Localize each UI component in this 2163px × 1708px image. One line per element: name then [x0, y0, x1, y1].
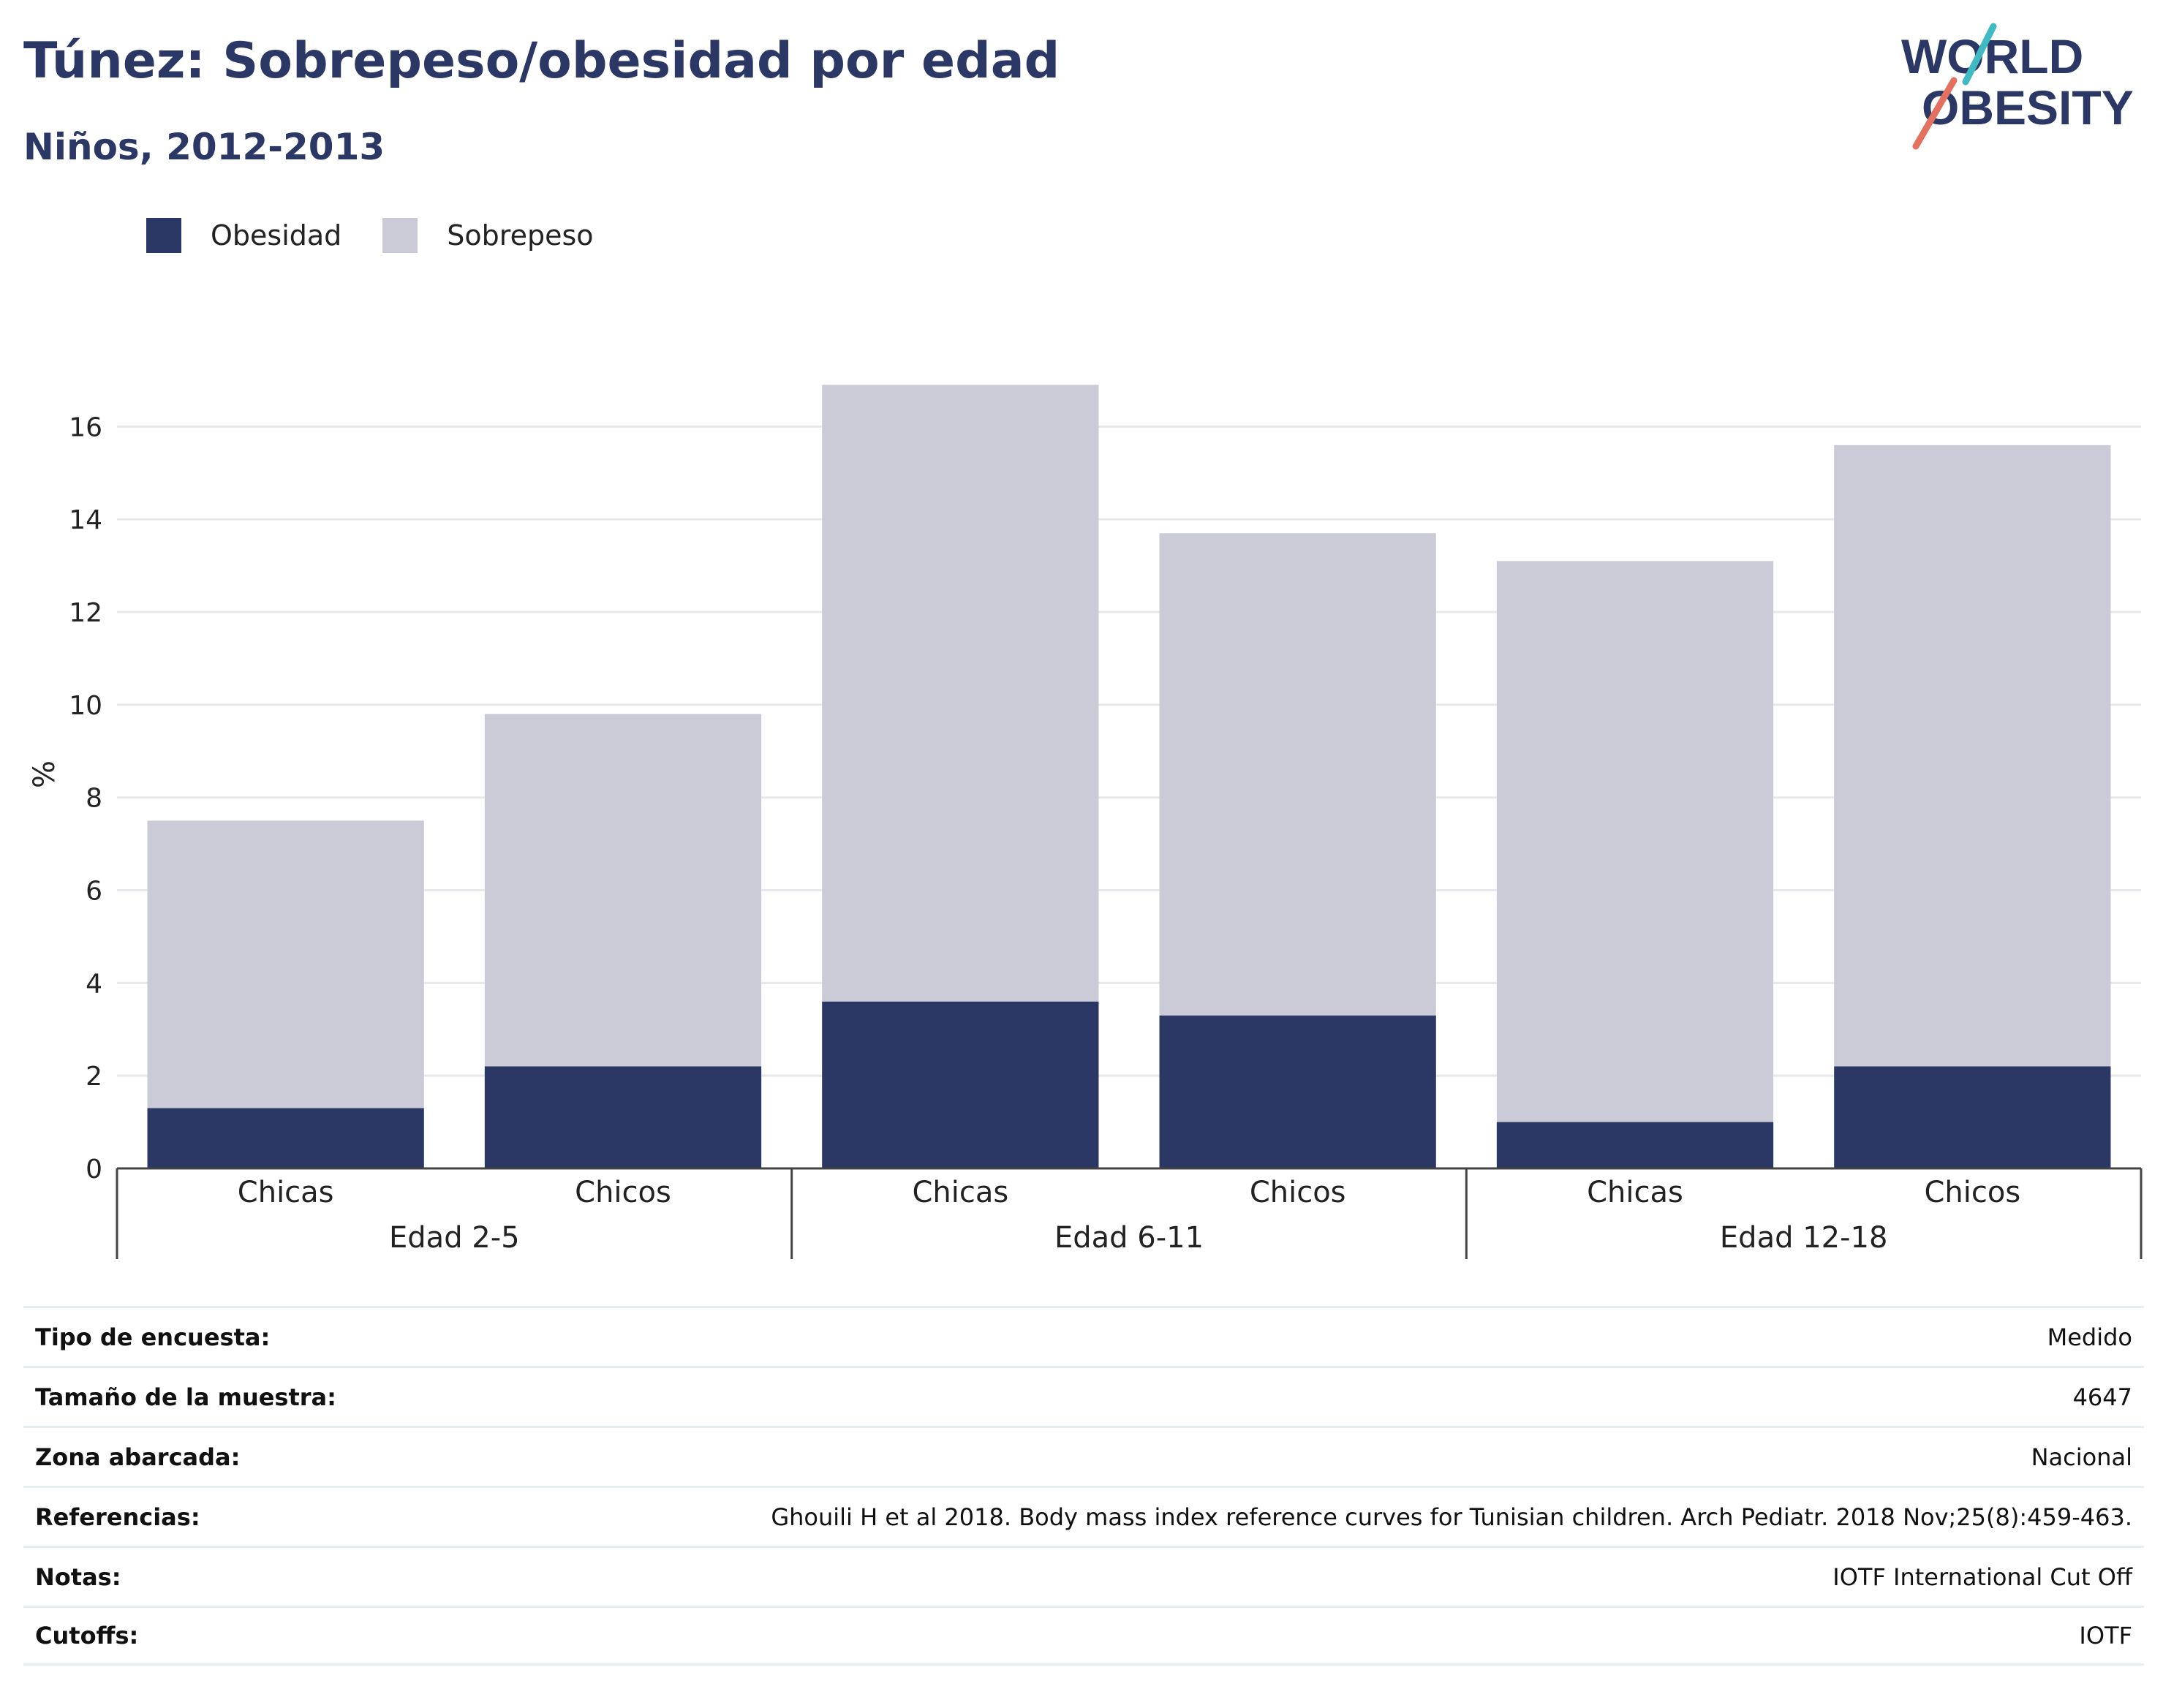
x-tick-label: Chicos [575, 1176, 671, 1209]
stacked-bar-chart: 0 2 4 6 8 10 12 14 16% Chicas Chicos Chicas Chicos Ch… [28, 385, 2143, 1259]
logo-teal-stroke [1962, 23, 1997, 86]
group-label: Edad 12-18 [1720, 1221, 1888, 1255]
chart-subtitle: Niños, 2012-2013 [23, 126, 385, 168]
bar-sobrepeso-0 [147, 820, 424, 1108]
bar-obesidad-5 [1834, 1066, 2111, 1168]
logo-world-text: WORLD [1901, 29, 2083, 83]
y-tick-label: 10 [69, 691, 102, 721]
info-value: Nacional [2031, 1443, 2132, 1471]
y-tick-label: 16 [69, 412, 102, 442]
info-row-notes: Notas: IOTF International Cut Off [23, 1546, 2144, 1606]
legend-swatch-obesidad [146, 218, 181, 253]
survey-info-table: Tipo de encuesta: Medido Tamaño de la mu… [23, 1306, 2144, 1666]
bar-sobrepeso-2 [822, 385, 1099, 1002]
legend-item-obesidad[interactable]: Obesidad [146, 218, 341, 253]
bar-obesidad-0 [147, 1108, 424, 1168]
info-row-sample-size: Tamaño de la muestra: 4647 [23, 1366, 2144, 1426]
y-tick-label: 14 [69, 505, 102, 535]
x-tick-label: Chicas [1587, 1176, 1683, 1209]
y-tick-label: 6 [86, 877, 102, 907]
y-tick-label: 12 [69, 598, 102, 628]
legend-item-sobrepeso[interactable]: Sobrepeso [382, 218, 594, 253]
y-axis-label: % [28, 760, 61, 788]
x-tick-label: Chicos [1924, 1176, 2020, 1209]
bar-obesidad-4 [1496, 1122, 1774, 1168]
legend-label-sobrepeso: Sobrepeso [447, 219, 594, 252]
legend-label-obesidad: Obesidad [211, 219, 342, 252]
bar-obesidad-2 [822, 1001, 1099, 1168]
info-label: Zona abarcada: [35, 1443, 241, 1471]
logo-obesity-text: OBESITY [1922, 80, 2134, 135]
logo-coral-stroke [1912, 77, 1958, 150]
y-tick-label: 8 [86, 784, 102, 814]
bar-sobrepeso-1 [484, 714, 762, 1067]
y-tick-label: 4 [86, 969, 102, 999]
x-tick-label: Chicas [238, 1176, 334, 1209]
y-tick-label: 0 [86, 1155, 102, 1184]
x-tick-label: Chicas [912, 1176, 1008, 1209]
info-value: 4647 [2072, 1383, 2132, 1411]
bar-sobrepeso-4 [1496, 561, 1774, 1122]
chart-legend: Obesidad Sobrepeso [146, 218, 635, 253]
info-label: Tipo de encuesta: [35, 1323, 271, 1351]
y-tick-label: 2 [86, 1062, 102, 1092]
bar-sobrepeso-5 [1834, 445, 2111, 1067]
legend-swatch-sobrepeso [382, 218, 418, 253]
info-row-area-covered: Zona abarcada: Nacional [23, 1426, 2144, 1486]
info-label: Tamaño de la muestra: [35, 1383, 336, 1411]
info-value: IOTF [2079, 1622, 2132, 1650]
info-row-references: Referencias: Ghouili H et al 2018. Body … [23, 1486, 2144, 1546]
chart-title: Túnez: Sobrepeso/obesidad por edad [23, 32, 1060, 90]
info-row-survey-type: Tipo de encuesta: Medido [23, 1306, 2144, 1366]
info-label: Cutoffs: [35, 1622, 139, 1650]
group-label: Edad 6-11 [1054, 1221, 1204, 1255]
world-obesity-logo: WORLD OBESITY [1901, 23, 2134, 150]
bar-obesidad-3 [1159, 1015, 1436, 1168]
info-value: IOTF International Cut Off [1832, 1562, 2132, 1591]
info-value: Ghouili H et al 2018. Body mass index re… [771, 1503, 2132, 1531]
info-label: Notas: [35, 1562, 121, 1591]
x-tick-label: Chicos [1250, 1176, 1346, 1209]
group-label: Edad 2-5 [389, 1221, 520, 1255]
bar-obesidad-1 [484, 1066, 762, 1168]
info-value: Medido [2047, 1323, 2132, 1351]
info-label: Referencias: [35, 1503, 200, 1531]
info-row-cutoffs: Cutoffs: IOTF [23, 1606, 2144, 1666]
bar-sobrepeso-3 [1159, 533, 1436, 1016]
